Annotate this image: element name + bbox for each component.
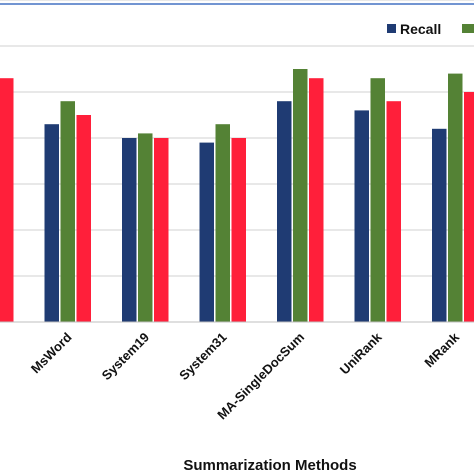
bar-recall-5 xyxy=(354,110,369,323)
bar-recall-1 xyxy=(44,124,59,322)
x-tick-label: System19 xyxy=(99,330,153,384)
bar-series-2-6 xyxy=(448,73,463,322)
x-tick-label: MRank xyxy=(421,329,462,370)
bars-layer xyxy=(0,69,474,323)
bar-series-3-3 xyxy=(231,138,246,322)
legend: Recall xyxy=(387,21,474,37)
bar-recall-6 xyxy=(432,128,447,322)
bar-series-2-5 xyxy=(370,78,385,322)
bar-series-3-4 xyxy=(309,78,324,322)
x-tick-label: System31 xyxy=(176,330,230,384)
bar-series-3-5 xyxy=(386,101,401,322)
bar-series-2-4 xyxy=(293,69,308,322)
bar-recall-2 xyxy=(122,138,137,322)
bar-series-2-1 xyxy=(60,101,75,322)
bar-series-3-1 xyxy=(76,115,91,322)
bar-recall-3 xyxy=(199,142,214,322)
bar-series-3-6 xyxy=(464,92,474,322)
x-axis-title: Summarization Methods xyxy=(183,457,356,474)
legend-swatch-recall xyxy=(387,24,396,33)
bar-recall-4 xyxy=(277,101,292,322)
legend-swatch-series-2 xyxy=(462,24,474,33)
legend-label-recall: Recall xyxy=(400,21,441,37)
x-tick-label: MsWord xyxy=(28,329,75,376)
bar-series-3-2 xyxy=(154,138,169,322)
bar-series-2-2 xyxy=(138,133,153,322)
x-tick-label: UniRank xyxy=(337,329,385,377)
x-tick-labels: nMsWordSystem19System31MA-SingleDocSumUn… xyxy=(28,329,463,423)
bar-series-2-3 xyxy=(215,124,230,322)
bar-series-3-0 xyxy=(0,78,14,322)
x-tick-label: MA-SingleDocSum xyxy=(214,330,307,423)
